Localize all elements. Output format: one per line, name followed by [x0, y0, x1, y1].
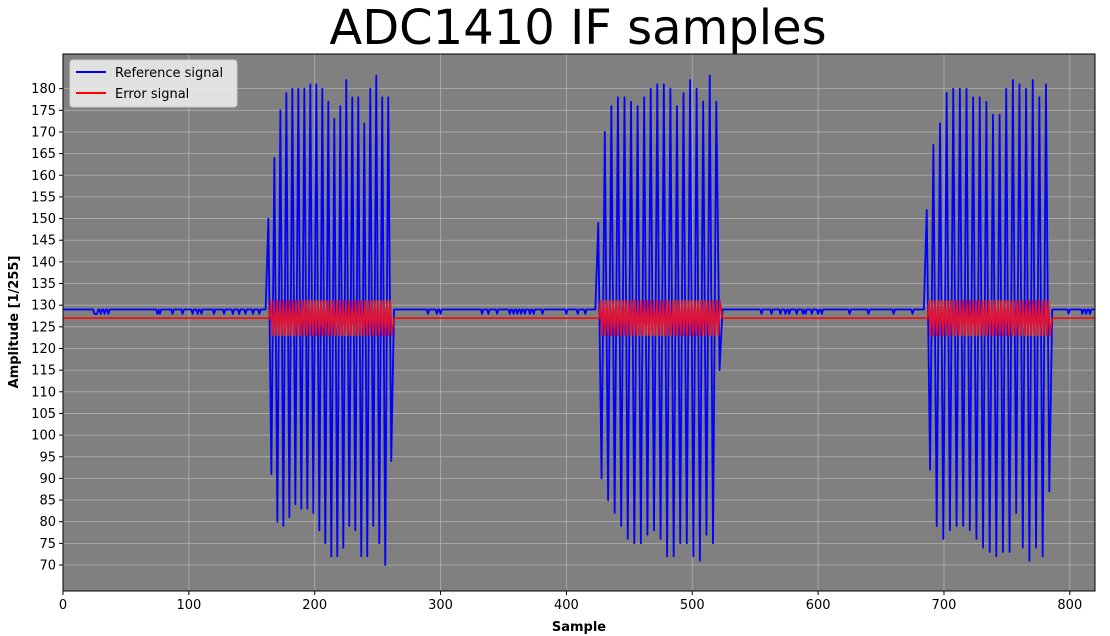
legend-label-reference: Reference signal — [115, 66, 223, 81]
x-tick-label: 700 — [932, 598, 957, 613]
y-tick-label: 75 — [39, 537, 56, 552]
reference-signal-line — [63, 74, 1095, 566]
error-signal-burst — [599, 300, 721, 336]
error-signal-burst — [928, 300, 1051, 336]
y-tick-label: 150 — [31, 212, 56, 227]
y-tick-label: 180 — [31, 82, 56, 97]
x-tick-label: 500 — [680, 598, 705, 613]
y-tick-label: 155 — [31, 190, 56, 205]
y-tick-label: 135 — [31, 277, 56, 292]
x-tick-label: 800 — [1057, 598, 1082, 613]
chart-title: ADC1410 IF samples — [329, 0, 826, 56]
legend-label-error: Error signal — [115, 87, 189, 102]
x-axis-label: Sample — [552, 620, 606, 635]
plot-area — [63, 54, 1095, 591]
y-tick-label: 130 — [31, 299, 56, 314]
y-tick-label: 90 — [39, 472, 56, 487]
y-axis-label: Amplitude [1/255] — [7, 256, 22, 389]
y-tick-label: 110 — [31, 385, 56, 400]
error-signal-burst — [269, 300, 393, 336]
x-tick-label: 200 — [302, 598, 327, 613]
x-tick-label: 300 — [428, 598, 453, 613]
legend: Reference signal Error signal — [69, 59, 238, 108]
plot-frame — [62, 53, 1096, 592]
x-tick-label: 100 — [176, 598, 201, 613]
y-tick-label: 170 — [31, 125, 56, 140]
y-tick-label: 100 — [31, 429, 56, 444]
x-tick-label: 400 — [554, 598, 579, 613]
y-tick-label: 160 — [31, 169, 56, 184]
y-tick-label: 95 — [39, 450, 56, 465]
y-tick-label: 120 — [31, 342, 56, 357]
axis-ticks: 0 100 200 300 400 500 600 700 800 70 75 80 85 90 95 100… — [31, 82, 1082, 613]
y-tick-label: 105 — [31, 407, 56, 422]
x-tick-label: 600 — [806, 598, 831, 613]
error-signal-line — [63, 300, 1095, 337]
y-tick-label: 125 — [31, 320, 56, 335]
y-tick-label: 175 — [31, 104, 56, 119]
y-tick-label: 145 — [31, 234, 56, 249]
x-tick-label: 0 — [59, 598, 67, 613]
y-tick-label: 70 — [39, 559, 56, 574]
legend-box — [69, 59, 238, 108]
y-tick-label: 140 — [31, 255, 56, 270]
y-tick-label: 80 — [39, 515, 56, 530]
y-tick-label: 165 — [31, 147, 56, 162]
data-series — [63, 74, 1095, 566]
grid-lines — [62, 54, 1095, 591]
y-tick-label: 85 — [39, 494, 56, 509]
y-tick-label: 115 — [31, 364, 56, 379]
